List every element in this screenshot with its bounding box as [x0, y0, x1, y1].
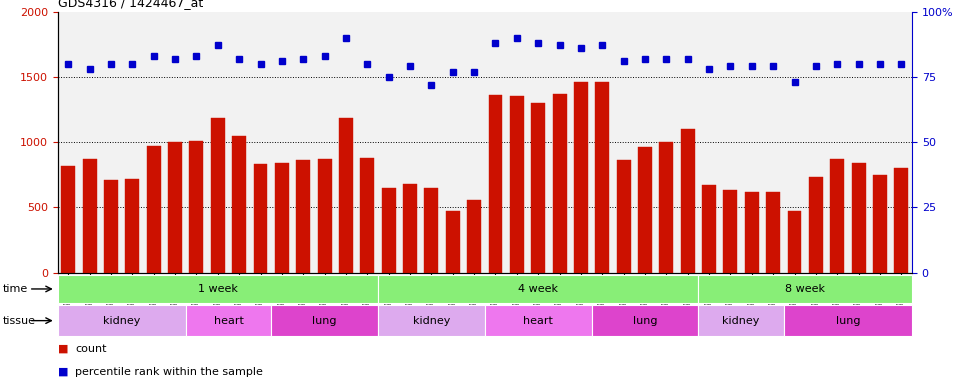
Text: heart: heart	[213, 316, 244, 326]
Text: count: count	[75, 344, 107, 354]
Bar	[275, 163, 289, 273]
Bar	[591, 305, 698, 336]
Bar	[445, 211, 460, 273]
Bar	[168, 142, 182, 273]
Bar	[660, 142, 673, 273]
Bar	[104, 180, 118, 273]
Bar	[147, 146, 160, 273]
Text: 4 week: 4 week	[518, 284, 558, 294]
Text: lung: lung	[633, 316, 658, 326]
Text: 8 week: 8 week	[785, 284, 826, 294]
Text: GDS4316 / 1424467_at: GDS4316 / 1424467_at	[58, 0, 203, 9]
Bar	[297, 161, 310, 273]
Bar	[211, 118, 225, 273]
Bar	[783, 305, 912, 336]
Bar	[58, 275, 378, 303]
Bar	[698, 275, 912, 303]
Bar	[185, 305, 271, 336]
Bar	[873, 175, 887, 273]
Bar	[189, 141, 204, 273]
Text: tissue: tissue	[3, 316, 36, 326]
Bar	[702, 185, 716, 273]
Bar	[745, 192, 758, 273]
Bar	[510, 96, 524, 273]
Bar	[485, 305, 591, 336]
Bar	[378, 305, 485, 336]
Bar	[809, 177, 823, 273]
Bar	[852, 163, 866, 273]
Text: kidney: kidney	[413, 316, 450, 326]
Bar	[787, 211, 802, 273]
Text: heart: heart	[523, 316, 553, 326]
Bar	[58, 305, 185, 336]
Bar	[574, 82, 588, 273]
Bar	[339, 118, 353, 273]
Bar	[271, 305, 378, 336]
Bar	[360, 158, 374, 273]
Bar	[595, 82, 610, 273]
Text: lung: lung	[835, 316, 860, 326]
Text: kidney: kidney	[103, 316, 140, 326]
Text: 1 week: 1 week	[198, 284, 238, 294]
Bar	[553, 94, 566, 273]
Bar	[253, 164, 268, 273]
Bar	[424, 188, 439, 273]
Bar	[698, 305, 783, 336]
Bar	[531, 103, 545, 273]
Bar	[61, 166, 75, 273]
Bar	[83, 159, 97, 273]
Bar	[382, 188, 396, 273]
Text: ■: ■	[58, 367, 68, 377]
Bar	[616, 161, 631, 273]
Bar	[830, 159, 844, 273]
Bar	[681, 129, 695, 273]
Bar	[724, 190, 737, 273]
Bar	[126, 179, 139, 273]
Text: kidney: kidney	[723, 316, 759, 326]
Bar	[403, 184, 417, 273]
Bar	[378, 275, 698, 303]
Bar	[638, 147, 652, 273]
Bar	[489, 95, 502, 273]
Bar	[895, 168, 908, 273]
Bar	[468, 200, 481, 273]
Text: time: time	[3, 284, 28, 294]
Text: ■: ■	[58, 344, 68, 354]
Bar	[766, 192, 780, 273]
Text: lung: lung	[312, 316, 337, 326]
Bar	[232, 136, 246, 273]
Text: percentile rank within the sample: percentile rank within the sample	[75, 367, 263, 377]
Bar	[318, 159, 331, 273]
